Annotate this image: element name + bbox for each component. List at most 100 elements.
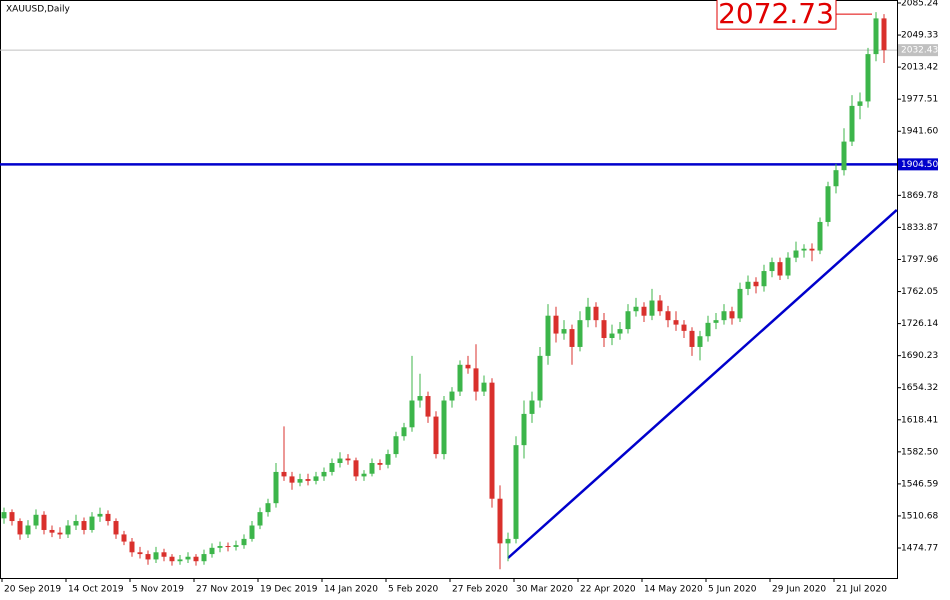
candle-body	[409, 400, 415, 428]
candle-body	[353, 460, 359, 477]
candle-body	[577, 320, 583, 347]
candle-body	[617, 329, 623, 334]
candle-body	[777, 262, 783, 276]
candle-body	[681, 324, 687, 331]
candle-body	[865, 54, 871, 102]
candle-body	[857, 101, 863, 106]
candle-body	[673, 320, 679, 325]
candle-body	[33, 514, 39, 526]
candle-body	[73, 521, 79, 526]
level-label: 1904.50	[901, 160, 938, 170]
candle-body	[361, 473, 367, 477]
candle-body	[337, 458, 343, 464]
candle-body	[401, 427, 407, 437]
candle-body	[233, 545, 239, 547]
candle-body	[737, 288, 743, 319]
candle-body	[505, 538, 511, 544]
candle-body	[305, 479, 311, 481]
candle-body	[121, 534, 127, 542]
y-tick-label: 1582.50	[901, 447, 938, 457]
candle-body	[769, 262, 775, 272]
candle-body	[169, 556, 175, 562]
candle-body	[393, 436, 399, 455]
price-label: 2032.43	[901, 46, 938, 56]
candle-body	[9, 512, 15, 522]
candle-body	[177, 559, 183, 562]
y-tick-label: 1762.05	[901, 287, 938, 297]
candle-body	[873, 18, 879, 55]
x-tick-label: 5 Feb 2020	[388, 585, 439, 595]
candle-body	[761, 271, 767, 287]
x-tick-label: 21 Jul 2020	[836, 585, 887, 595]
level-label-box	[898, 158, 938, 171]
candle-body	[825, 186, 831, 222]
y-tick-label: 1833.87	[901, 223, 938, 233]
y-tick-label: 1797.96	[901, 255, 938, 265]
candle-body	[849, 105, 855, 142]
candle-body	[49, 529, 55, 533]
candle-body	[329, 463, 335, 472]
x-tick-label: 29 Jun 2020	[772, 585, 826, 595]
candle-body	[225, 546, 231, 548]
x-tick-label: 14 Jan 2020	[324, 585, 378, 595]
candle-body	[481, 382, 487, 392]
candle-body	[809, 248, 815, 251]
candle-body	[449, 391, 455, 401]
x-tick-label: 27 Nov 2019	[196, 585, 254, 595]
candle-body	[105, 513, 111, 522]
candle-body	[585, 306, 591, 321]
candle-body	[753, 281, 759, 287]
x-tick-label: 14 Oct 2019	[68, 585, 124, 595]
y-tick-label: 2085.24	[901, 0, 938, 8]
candle-body	[745, 281, 751, 289]
candle-body	[297, 479, 303, 483]
candle-body	[609, 333, 615, 339]
candle-body	[193, 556, 199, 562]
x-tick-label: 19 Dec 2019	[260, 585, 318, 595]
candle-body	[241, 538, 247, 546]
candle-body	[185, 556, 191, 560]
x-tick-label: 30 Mar 2020	[516, 585, 573, 595]
candle-body	[289, 476, 295, 483]
x-tick-label: 5 Nov 2019	[132, 585, 184, 595]
candle-body	[265, 503, 271, 513]
candle-body	[665, 311, 671, 321]
candle-body	[281, 471, 287, 477]
candle-body	[633, 306, 639, 312]
candle-body	[601, 320, 607, 339]
candle-body	[465, 364, 471, 369]
price-label-box	[898, 44, 938, 57]
candle-body	[145, 554, 151, 560]
candle-body	[793, 250, 799, 258]
y-tick-label: 2049.33	[901, 31, 938, 41]
candle-body	[81, 521, 87, 530]
candle-body	[593, 306, 599, 321]
x-tick-label: 22 Apr 2020	[580, 585, 636, 595]
candle-body	[833, 170, 839, 187]
candle-body	[425, 396, 431, 417]
y-tick-label: 1546.59	[901, 479, 938, 489]
candle-body	[153, 552, 159, 560]
x-tick-label: 27 Feb 2020	[452, 585, 508, 595]
candle-body	[257, 512, 263, 526]
candle-body	[529, 400, 535, 414]
y-tick-label: 1690.23	[901, 351, 938, 361]
candle-body	[441, 400, 447, 455]
candle-body	[513, 445, 519, 539]
candle-body	[489, 382, 495, 499]
y-tick-label: 1474.77	[901, 544, 938, 554]
y-tick-label: 1726.14	[901, 319, 938, 329]
high-label-box	[716, 0, 837, 30]
candle-body	[249, 525, 255, 539]
candle-body	[417, 396, 423, 401]
y-tick-label: 1510.68	[901, 511, 938, 521]
candle-body	[801, 248, 807, 251]
x-tick-label: 14 May 2020	[644, 585, 703, 595]
candle-body	[457, 364, 463, 392]
candle-body	[377, 463, 383, 465]
candle-body	[25, 525, 31, 535]
y-tick-label: 2013.42	[901, 63, 938, 73]
plot-frame	[0, 0, 898, 579]
candle-body	[497, 498, 503, 544]
